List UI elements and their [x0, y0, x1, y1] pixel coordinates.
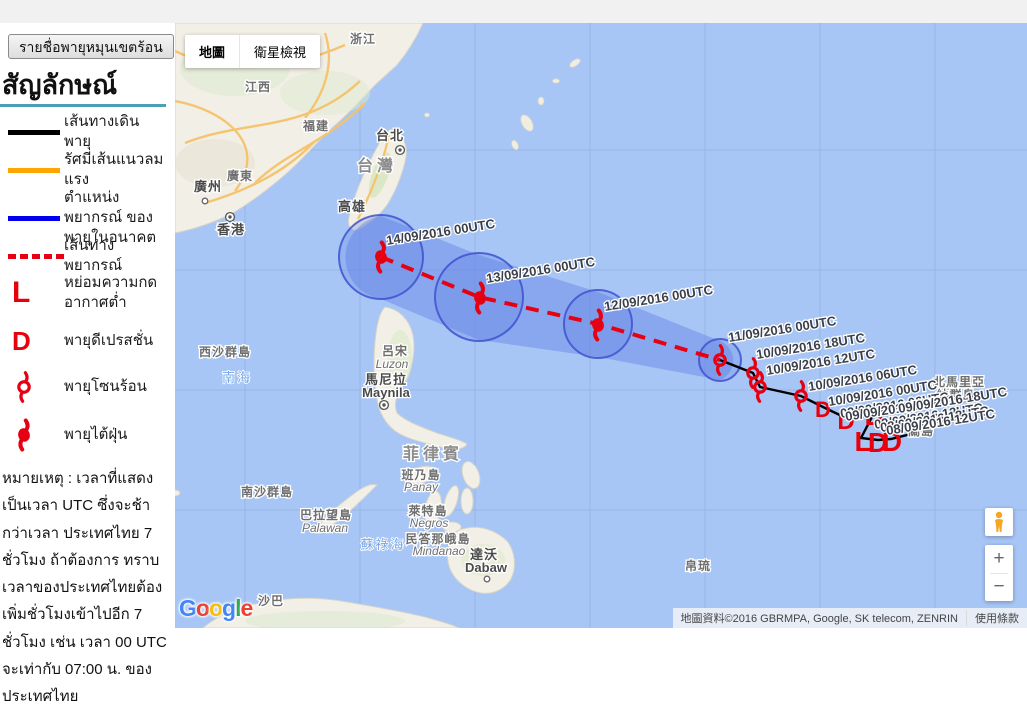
place-label: Palawan	[302, 521, 348, 535]
map-attribution-bar: 地圖資料©2016 GBRMPA, Google, SK telecom, ZE…	[673, 608, 1027, 628]
place-label: 廣州	[194, 179, 222, 194]
legend-row-wind-radius: รัศมีเส้นแนวลม แรง	[0, 147, 164, 193]
place-label: 南沙群島	[241, 484, 293, 499]
wind-radius-swatch	[8, 168, 60, 173]
city-marker	[396, 146, 405, 155]
place-label: 西沙群島	[199, 344, 251, 359]
city-marker	[226, 213, 235, 222]
place-label: 呂宋	[382, 343, 408, 358]
attribution-text: 地圖資料©2016 GBRMPA, Google, SK telecom, ZE…	[673, 610, 967, 626]
place-label: 帛琉	[685, 558, 711, 573]
place-label: 台灣	[357, 156, 397, 175]
place-label: Panay	[404, 480, 439, 494]
legend-row-forecast-track: เส้นทางพยากรณ์	[0, 243, 164, 269]
place-label: 江西	[245, 79, 271, 94]
island-chain	[425, 57, 582, 151]
logo-letter: e	[240, 595, 252, 621]
logo-letter: g	[222, 595, 235, 621]
zoom-control: + −	[985, 545, 1013, 601]
google-logo[interactable]: Google	[179, 595, 252, 622]
legend-row-tropical-storm: พายุโซนร้อน	[0, 365, 164, 409]
city-marker	[202, 198, 208, 204]
place-label: Dabaw	[465, 560, 508, 575]
legend-row-typhoon: พายุไต้ฝุ่น	[0, 413, 164, 457]
street-view-pegman-button[interactable]	[985, 508, 1013, 536]
utc-note: หมายเหตุ : เวลาที่แสดงเป็นเวลา UTC ซึ่งจ…	[2, 465, 168, 711]
map-type-button-satellite[interactable]: 衛星檢視	[240, 35, 320, 68]
tropical-storm-icon	[12, 370, 36, 404]
depression-symbol: D	[12, 326, 31, 357]
legend-label: รัศมีเส้นแนวลม แรง	[64, 150, 164, 191]
legend-row-low: L หย่อมความกด อากาศต่ำ	[0, 269, 164, 317]
legend-row-track: เส้นทางเดินพายุ	[0, 119, 164, 145]
legend-label: พายุไต้ฝุ่น	[64, 425, 164, 445]
legend-row-forecast-position: ตำแหน่งพยากรณ์ ของพายุในอนาคต	[0, 195, 164, 241]
typhoon-icon	[12, 418, 36, 452]
city-marker	[380, 401, 389, 410]
page-top-strip	[0, 0, 1027, 23]
legend-title-rule	[0, 104, 166, 107]
logo-letter: o	[209, 595, 222, 621]
city-marker	[484, 576, 490, 582]
place-label: Negros	[410, 516, 449, 530]
place-label: 台北	[376, 128, 404, 143]
logo-letter: G	[179, 595, 196, 621]
map-type-control: 地圖 衛星檢視	[185, 35, 320, 68]
zoom-out-button[interactable]: −	[985, 574, 1013, 602]
forecast-track-swatch	[8, 254, 64, 259]
place-label: 香港	[216, 222, 245, 237]
place-label: Luzon	[376, 357, 409, 371]
low-pressure-symbol: L	[12, 276, 30, 310]
place-label: 巴拉望島	[300, 507, 352, 522]
place-label: 沙巴	[258, 594, 284, 608]
legend-row-depression: D พายุดีเปรสชั่น	[0, 321, 164, 361]
place-label: 福建	[302, 118, 329, 133]
place-label: Mindanao	[413, 544, 466, 558]
map-graphics: 浙江 江西 福建 廣東 廣州 香港 台北 台灣 高雄 西沙群島 南海 呂宋 Lu…	[175, 23, 1027, 628]
forecast-time-label: 12/09/2016 00UTC	[603, 282, 714, 314]
sea-label: 南海	[222, 370, 252, 385]
legend-label: หย่อมความกด อากาศต่ำ	[64, 273, 164, 314]
place-label: 浙江	[350, 31, 376, 46]
place-label: 北馬里亞	[933, 374, 985, 389]
place-label: Maynila	[362, 385, 410, 400]
place-label: 廣東	[227, 168, 253, 183]
place-label: 菲律賓	[403, 444, 463, 463]
place-label: 高雄	[338, 199, 366, 214]
map-type-button-map[interactable]: 地圖	[185, 35, 239, 68]
legend-title: สัญลักษณ์	[2, 63, 117, 106]
sidebar: รายชื่อพายุหมุนเขตร้อน สัญลักษณ์ เส้นทาง…	[0, 23, 175, 661]
zoom-in-button[interactable]: +	[985, 545, 1013, 573]
logo-letter: o	[196, 595, 209, 621]
terms-of-use-link[interactable]: 使用條款	[966, 610, 1027, 626]
legend-label: พายุโซนร้อน	[64, 377, 164, 397]
storm-list-button[interactable]: รายชื่อพายุหมุนเขตร้อน	[8, 34, 174, 59]
pegman-icon	[991, 511, 1007, 533]
sea-label: 蘇祿海	[360, 537, 405, 552]
forecast-position-swatch	[8, 216, 60, 221]
map-canvas[interactable]: 浙江 江西 福建 廣東 廣州 香港 台北 台灣 高雄 西沙群島 南海 呂宋 Lu…	[175, 23, 1027, 628]
legend-label: พายุดีเปรสชั่น	[64, 331, 164, 351]
track-line-swatch	[8, 130, 60, 135]
